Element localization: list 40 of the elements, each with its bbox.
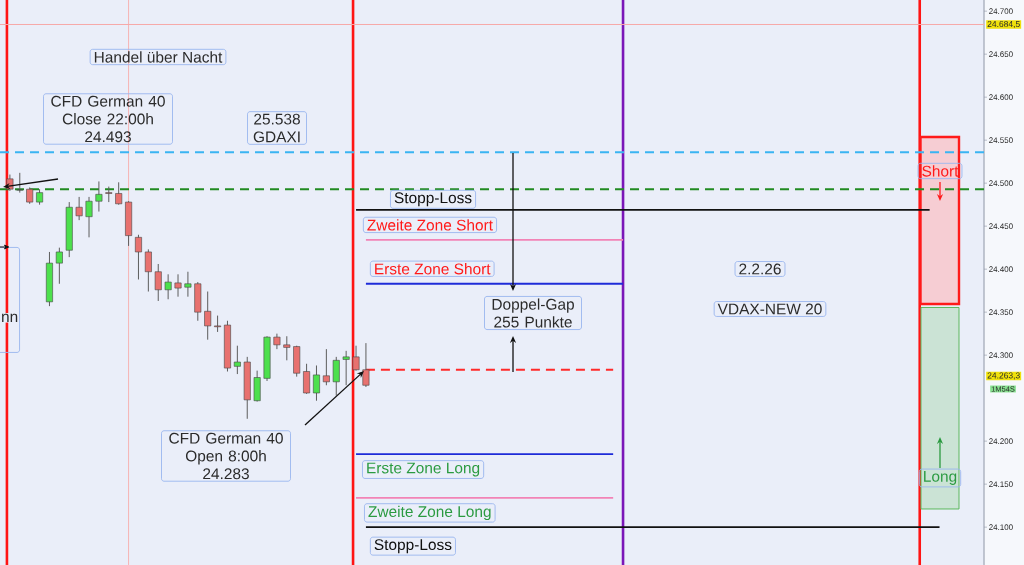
candlestick — [303, 363, 311, 395]
candlestick — [204, 291, 212, 341]
candlestick — [233, 345, 241, 375]
candlestick — [184, 271, 192, 298]
candlestick — [322, 348, 330, 386]
annotation: CFD German 40 Open 8:00h 24.283 — [169, 432, 283, 480]
series-label: Zweite Zone Long — [368, 505, 491, 521]
series-label: Stopp-Loss — [394, 192, 472, 207]
annotation: 2.2.26 — [739, 263, 781, 275]
ref-line-label: 24.684,5 — [987, 21, 1020, 28]
series-label: Zweite Zone Short — [367, 219, 493, 231]
series-label: Erste Zone Long — [367, 462, 480, 477]
candlestick — [135, 234, 142, 280]
candlestick — [332, 356, 340, 397]
candlestick — [313, 364, 320, 402]
candlestick — [95, 180, 103, 213]
candlestick — [75, 196, 83, 221]
annotation: CFD German 40 Close 22:00h 24.493 — [51, 95, 165, 143]
annotation: nn — [2, 313, 18, 322]
candlestick — [352, 345, 360, 372]
series-label: Stopp-Loss — [374, 539, 452, 554]
candlestick — [154, 263, 162, 302]
annotation: Doppel-Gap 255 Punkte — [492, 298, 574, 328]
annotation: Long — [924, 471, 957, 485]
candlestick — [283, 335, 291, 361]
annotation: Short — [922, 165, 959, 177]
annotation: Handel über Nacht — [94, 51, 223, 63]
candlestick — [342, 350, 350, 386]
candlestick — [164, 273, 172, 300]
series-label: Erste Zone Short — [375, 263, 491, 275]
annotation: 25.538 GDAXI — [253, 113, 300, 143]
candlestick — [16, 172, 24, 194]
candlestick — [144, 248, 152, 293]
candlestick — [85, 196, 93, 238]
candlestick — [253, 370, 261, 403]
candlestick — [55, 247, 63, 285]
candlestick — [174, 273, 182, 298]
annotation: VDAX-NEW 20 — [717, 303, 822, 315]
candlestick — [115, 181, 123, 206]
text: 24.263,3 — [987, 372, 1020, 380]
